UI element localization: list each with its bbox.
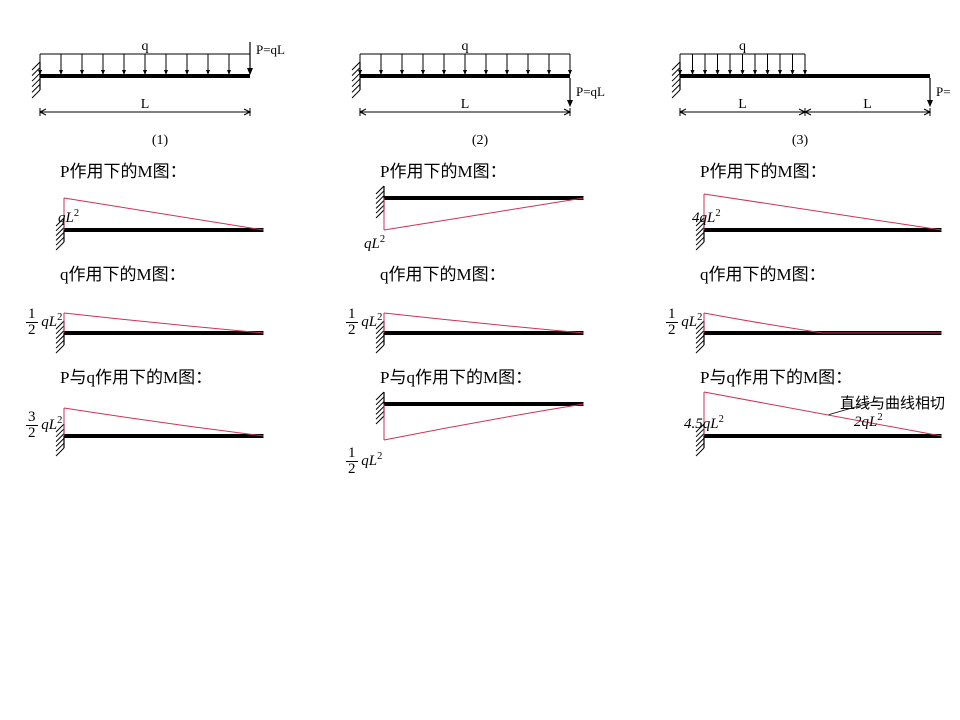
moment-pq: 32 qL2: [50, 390, 310, 472]
moment-p: qL2: [50, 184, 310, 252]
note-tangent: 直线与曲线相切: [840, 392, 945, 413]
moment-pq: 4.5qL2直线与曲线相切2qL2: [690, 390, 950, 472]
column-c1: qP=qLL(1)P作用下的M图：qL2q作用下的M图：12 qL2P与q作用下…: [0, 0, 320, 720]
label-pq: 12 qL2: [346, 446, 382, 477]
label-q: 12 qL2: [666, 307, 702, 338]
title-p: P作用下的M图：: [380, 157, 630, 182]
svg-text:L: L: [738, 97, 747, 112]
svg-text:q: q: [739, 39, 746, 54]
caption: (3): [650, 133, 950, 149]
load-diagram: q P=2qL L L: [650, 30, 950, 130]
title-q: q作用下的M图：: [700, 260, 950, 285]
moment-q: 12 qL2: [370, 287, 630, 355]
label-q: 12 qL2: [26, 307, 62, 338]
moment-p: qL2: [370, 184, 630, 252]
label-pq: 4.5qL2: [684, 414, 724, 433]
load-diagram: q P=qL L: [330, 30, 630, 130]
label-pq: 32 qL2: [26, 410, 62, 441]
title-pq: P与q作用下的M图：: [380, 363, 630, 388]
moment-q: 12 qL2: [50, 287, 310, 355]
label-p: qL2: [58, 208, 79, 227]
caption: (1): [10, 133, 310, 149]
svg-text:q: q: [462, 39, 469, 54]
moment-q: 12 qL2: [690, 287, 950, 355]
load-diagram: q P=qL L: [10, 30, 310, 130]
column-c3: qP=2qLLL(3)P作用下的M图：4qL2q作用下的M图：12 qL2P与q…: [640, 0, 960, 720]
title-q: q作用下的M图：: [380, 260, 630, 285]
svg-text:L: L: [141, 97, 150, 112]
title-q: q作用下的M图：: [60, 260, 310, 285]
caption: (2): [330, 133, 630, 149]
moment-p: 4qL2: [690, 184, 950, 252]
label-q: 12 qL2: [346, 307, 382, 338]
svg-text:P=qL: P=qL: [256, 42, 285, 57]
title-p: P作用下的M图：: [60, 157, 310, 182]
svg-text:P=qL: P=qL: [576, 84, 605, 99]
svg-text:P=2qL: P=2qL: [936, 84, 950, 99]
moment-pq: 12 qL2: [370, 390, 630, 472]
title-p: P作用下的M图：: [700, 157, 950, 182]
title-pq: P与q作用下的M图：: [700, 363, 950, 388]
label-p: 4qL2: [692, 208, 721, 227]
title-pq: P与q作用下的M图：: [60, 363, 310, 388]
label-p: qL2: [364, 234, 385, 253]
svg-text:q: q: [142, 39, 149, 54]
label-mid: 2qL2: [854, 412, 883, 431]
svg-text:L: L: [863, 97, 872, 112]
svg-text:L: L: [461, 97, 470, 112]
column-c2: qP=qLL(2)P作用下的M图：qL2q作用下的M图：12 qL2P与q作用下…: [320, 0, 640, 720]
